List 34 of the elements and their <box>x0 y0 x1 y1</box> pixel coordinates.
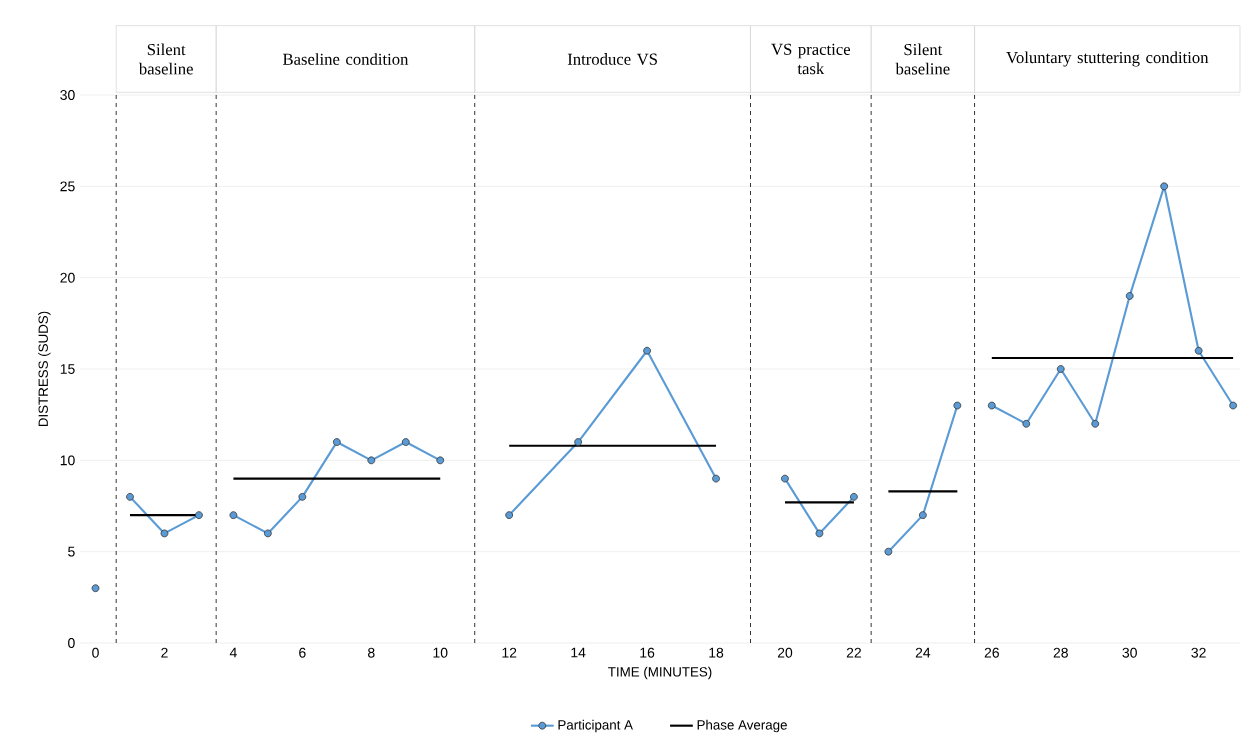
x-tick-label: 20 <box>777 647 793 658</box>
y-tick-label: 5 <box>68 546 75 557</box>
text: Silent baseline <box>895 43 950 75</box>
y-axis-title: DISTRESS (SUDS) <box>38 311 51 427</box>
x-tick-label: 14 <box>571 647 586 658</box>
x-tick-label: 26 <box>984 647 999 658</box>
text: Baseline condition <box>282 53 409 65</box>
x-axis-title: TIME (MINUTES) <box>608 666 712 680</box>
x-tick-label: 8 <box>368 647 375 658</box>
x-tick-label: 4 <box>229 647 237 658</box>
y-tick-label: 15 <box>60 364 75 374</box>
x-tick-label: 6 <box>299 647 306 658</box>
y-tick-label: 20 <box>60 272 75 283</box>
text: VS practice task <box>771 43 851 75</box>
x-tick-label: 18 <box>709 647 724 658</box>
x-tick-label: 10 <box>433 647 448 658</box>
x-tick-label: 24 <box>915 647 931 658</box>
x-tick-label: 32 <box>1191 647 1206 658</box>
text: Introduce VS <box>567 53 657 65</box>
legend-label: Participant A <box>558 719 633 733</box>
x-tick-label: 2 <box>161 647 168 658</box>
text: Silent baseline <box>138 43 193 75</box>
x-tick-label: 0 <box>92 647 99 658</box>
x-tick-label: 12 <box>502 647 517 658</box>
x-tick-label: 28 <box>1053 647 1068 658</box>
y-tick-label: 30 <box>60 90 75 100</box>
x-tick-label: 30 <box>1122 647 1137 658</box>
x-tick-label: 22 <box>846 647 861 658</box>
legend-label: Phase Average <box>697 719 787 733</box>
text: Voluntary stuttering condition <box>1006 51 1209 67</box>
y-tick-label: 0 <box>68 638 75 648</box>
y-tick-label: 10 <box>60 455 75 466</box>
y-tick-label: 25 <box>60 181 75 192</box>
x-tick-label: 16 <box>640 647 655 658</box>
